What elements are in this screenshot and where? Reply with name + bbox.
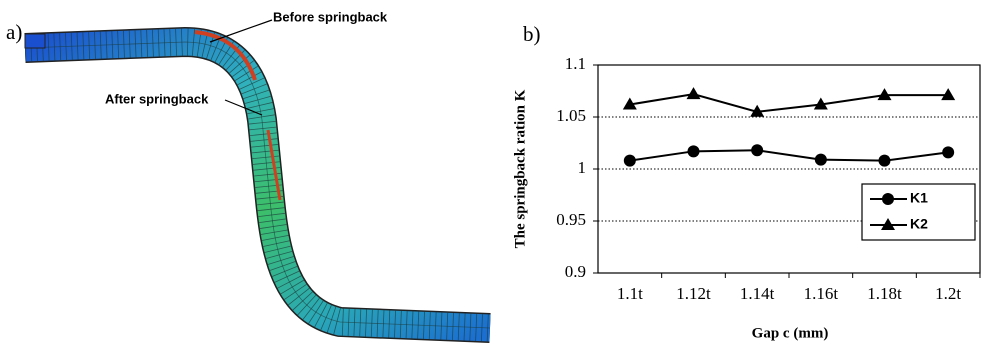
fea-image (25, 32, 490, 328)
x-tick-label: 1.1t (617, 284, 643, 303)
marker (942, 146, 954, 158)
annotation: Before springback (273, 9, 388, 24)
figure: a) Before springback After springback b)… (0, 0, 1007, 347)
x-axis-title: Gap c (mm) (752, 325, 829, 341)
legend-label: K2 (910, 216, 928, 232)
marker (879, 155, 891, 167)
x-tick-label: 1.16t (804, 284, 839, 303)
y-tick-label: 1 (578, 158, 587, 177)
marker (751, 144, 763, 156)
panel-label: a) (6, 20, 22, 44)
x-tick-label: 1.14t (740, 284, 775, 303)
y-axis-title: The springback ration K (512, 89, 528, 248)
legend-label: K1 (910, 190, 928, 206)
panel-label: b) (523, 22, 541, 46)
y-tick-label: 0.95 (556, 210, 586, 229)
series-line (630, 94, 948, 112)
x-tick-label: 1.12t (676, 284, 711, 303)
series-line (630, 150, 948, 160)
y-tick-label: 1.1 (565, 54, 586, 73)
marker (624, 155, 636, 167)
marker (687, 87, 701, 99)
marker (882, 193, 894, 205)
marker (688, 145, 700, 157)
x-tick-label: 1.18t (867, 284, 902, 303)
annotation: After springback (105, 91, 209, 106)
x-tick-label: 1.2t (935, 284, 961, 303)
y-tick-label: 0.9 (565, 262, 586, 281)
marker (815, 154, 827, 166)
leader-line (210, 20, 272, 42)
y-tick-label: 1.05 (556, 106, 586, 125)
